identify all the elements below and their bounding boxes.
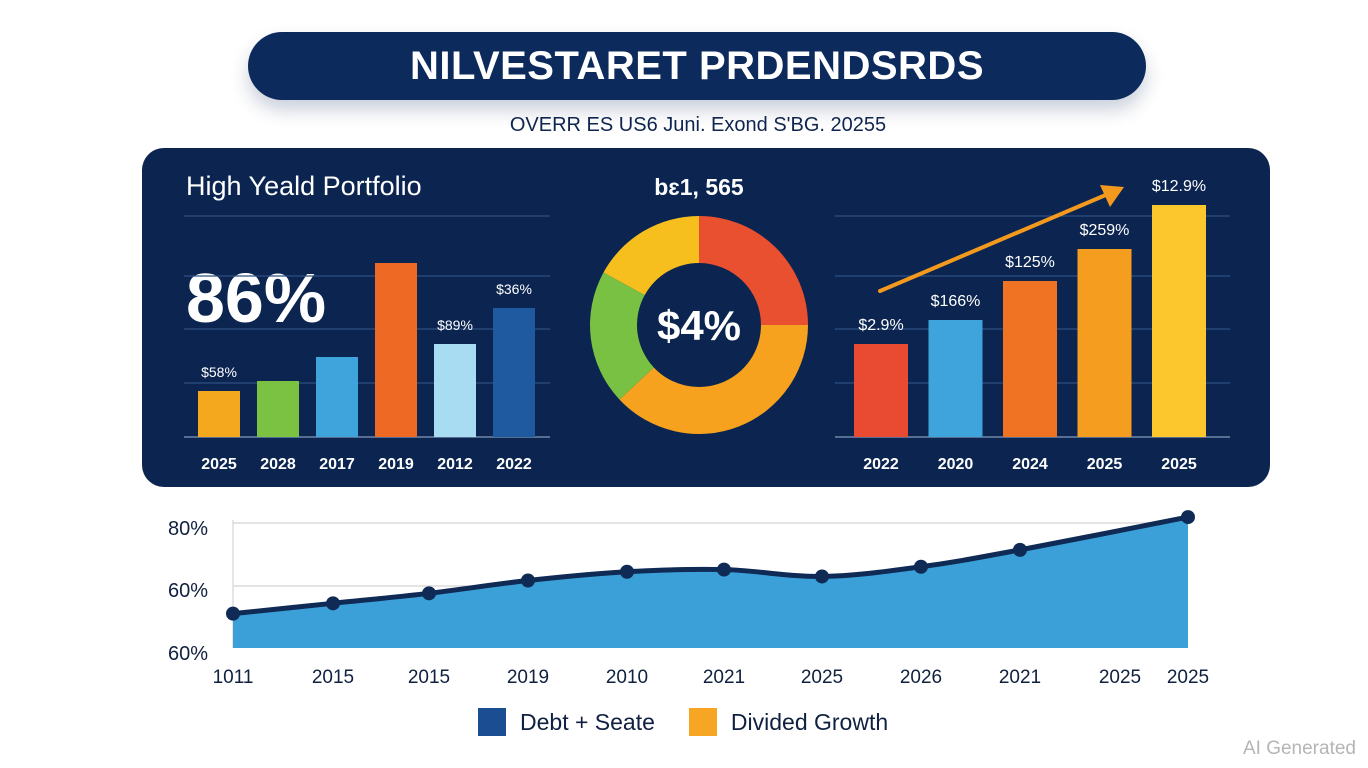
donut-center-label: $4%	[657, 302, 741, 349]
x-tick-label: 2025	[201, 456, 237, 473]
high-yield-bar-chart: High Yeald Portfolio 86% 2025 $58% 2028 201…	[184, 171, 550, 473]
donut-slice	[699, 216, 808, 325]
bar	[493, 308, 535, 437]
bar	[434, 344, 476, 437]
x-tick-label: 2022	[863, 456, 899, 473]
headline-value: 86%	[186, 259, 326, 337]
growth-bar-chart: 2022 $2.9% 2020 $166% 2024 $125% 2025 $259% 2025…	[835, 178, 1230, 473]
x-tick-label: 2024	[1012, 456, 1048, 473]
donut-slice	[603, 216, 699, 296]
x-tick-label: 2025	[1099, 667, 1141, 688]
donut-slice	[619, 325, 808, 434]
data-point	[815, 569, 829, 584]
x-tick-label: 2026	[900, 667, 942, 688]
data-point	[422, 586, 436, 601]
trend-arrow-line	[878, 192, 1110, 293]
bar	[1152, 205, 1206, 437]
legend-item-debt: Debt + Seate	[478, 708, 655, 736]
data-label: $2.9%	[858, 317, 903, 334]
x-tick-label: 2021	[703, 667, 745, 688]
data-point	[620, 564, 634, 579]
data-point	[717, 562, 731, 577]
page-subtitle: OVERR ES US6 Juni. Exond S'BG. 20255	[509, 114, 887, 136]
page-title: NILVESTARET PRDENDSRDS	[409, 43, 984, 88]
donut-slice	[589, 272, 654, 400]
bar	[928, 320, 983, 437]
data-label: $58%	[201, 364, 237, 380]
x-tick-label: 1011	[213, 667, 254, 688]
trend-arrow-head-icon	[1100, 185, 1124, 207]
series-line	[232, 514, 1189, 617]
data-label: $89%	[437, 317, 473, 333]
data-point	[326, 596, 340, 611]
data-point	[226, 606, 240, 621]
x-tick-label: 2025	[1087, 456, 1123, 473]
data-label: $166%	[931, 293, 981, 310]
bar	[375, 263, 417, 437]
title-banner: NILVESTARET PRDENDSRDS	[248, 32, 1146, 100]
area-chart-legend: Debt + Seate Divided Growth	[478, 708, 922, 736]
bar	[316, 357, 358, 437]
x-tick-label: 2028	[260, 456, 296, 473]
data-label: $36%	[496, 281, 532, 297]
y-tick-label: 80%	[168, 518, 208, 540]
x-tick-label: 2015	[408, 667, 450, 688]
area-fill	[233, 517, 1188, 648]
x-tick-label: 2025	[801, 667, 843, 688]
bar	[1077, 249, 1132, 437]
legend-label-growth: Divided Growth	[730, 708, 889, 735]
bar	[854, 344, 908, 437]
x-tick-label: 2015	[312, 667, 354, 688]
x-tick-label: 2019	[378, 456, 414, 473]
data-point	[1181, 510, 1195, 525]
y-tick-label: 60%	[168, 643, 208, 665]
left-chart-title: High Yeald Portfolio	[186, 171, 422, 201]
legend-swatch-growth	[688, 708, 717, 736]
x-tick-label: 2019	[507, 667, 549, 688]
ai-generated-watermark: AI Generated	[1242, 738, 1356, 759]
area-line-chart: 80%60%60%1011 2015 2015 2019 2010 2021 2025 202…	[168, 510, 1209, 688]
bar	[1003, 281, 1057, 437]
bar	[257, 381, 299, 437]
y-tick-label: 60%	[168, 580, 208, 602]
data-label: $259%	[1080, 222, 1130, 239]
data-point	[1013, 542, 1027, 557]
x-tick-label: 2021	[999, 667, 1041, 688]
data-point	[521, 573, 535, 588]
donut-chart: bɛ1, 565 $4%	[589, 174, 808, 434]
data-point	[914, 559, 928, 574]
x-tick-label: 2017	[319, 456, 355, 473]
legend-swatch-debt	[478, 708, 506, 736]
data-label: $12.9%	[1152, 178, 1206, 195]
legend-item-growth: Divided Growth	[688, 708, 889, 736]
bar	[198, 391, 240, 437]
x-tick-label: 2022	[496, 456, 532, 473]
x-tick-label: 2012	[437, 456, 473, 473]
x-tick-label: 2025	[1167, 667, 1209, 688]
x-tick-label: 2010	[606, 667, 648, 688]
donut-title: bɛ1, 565	[654, 174, 744, 200]
data-label: $125%	[1005, 254, 1055, 271]
x-tick-label: 2020	[938, 456, 974, 473]
x-tick-label: 2025	[1161, 456, 1197, 473]
legend-label-debt: Debt + Seate	[520, 708, 655, 735]
